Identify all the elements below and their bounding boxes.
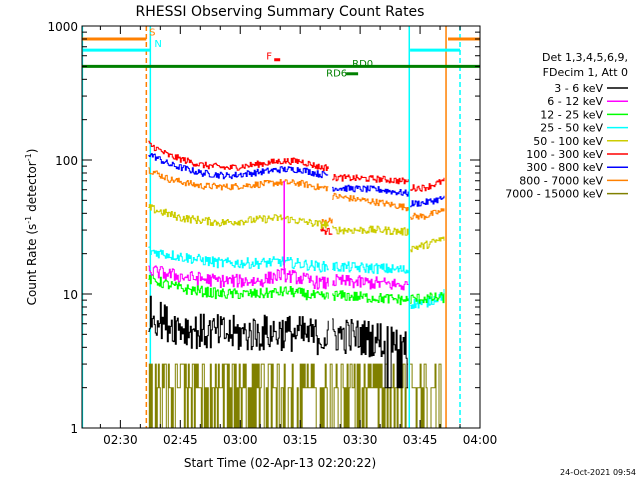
legend-header-line-1: Det 1,3,4,5,6,9,: [542, 51, 628, 64]
series-4-segment-1: [332, 225, 409, 236]
x-tick-label-5: 03:45: [403, 433, 438, 447]
series-6: [148, 153, 445, 208]
x-tick-label-0: 02:30: [103, 433, 138, 447]
series-7-segment-0: [148, 167, 329, 192]
legend: Det 1,3,4,5,6,9, FDecim 1, Att 0 3 - 6 k…: [505, 51, 628, 201]
series-3-segment-0: [148, 246, 329, 273]
legend-label-4: 50 - 100 keV: [533, 135, 603, 148]
legend-header-line-2: FDecim 1, Att 0: [543, 66, 628, 79]
x-tick-label-6: 04:00: [463, 433, 498, 447]
series-2: [148, 274, 445, 306]
y-axis-label-main: Count Rate (s: [25, 224, 39, 306]
series-3: [148, 246, 445, 309]
flag-label-2: F: [266, 52, 272, 63]
series-3-segment-1: [332, 261, 409, 275]
legend-label-3: 25 - 50 keV: [540, 122, 603, 135]
y-tick-label-2: 100: [55, 154, 78, 168]
legend-label-8: 7000 - 15000 keV: [505, 188, 603, 201]
series-0-segment-0: [148, 295, 329, 356]
legend-label-1: 6 - 12 keV: [547, 95, 603, 108]
series-0-segment-1: [332, 318, 409, 389]
plot-area: SN F RD0 RD6: [81, 26, 480, 429]
series-1-segment-1: [332, 274, 409, 291]
series-7-segment-3: [410, 208, 445, 220]
y-axis-label-mid: detector: [25, 161, 39, 216]
y-tick-label-3: 1000: [47, 20, 78, 34]
series-8-segment-0: [148, 363, 409, 429]
series-6-segment-1: [332, 184, 409, 197]
y-axis-label: Count Rate (s-1 detector-1): [24, 149, 39, 306]
y-axis-label-end: ): [25, 149, 39, 154]
series-2-segment-2: [410, 292, 445, 304]
x-tick-label-1: 02:45: [163, 433, 198, 447]
legend-label-2: 12 - 25 keV: [540, 108, 603, 121]
flag-label-3: RD0: [352, 59, 373, 70]
series-0: [148, 295, 409, 389]
series-7-segment-2: [332, 192, 409, 212]
chart-title: RHESSI Observing Summary Count Rates: [136, 4, 425, 20]
series-5: [148, 140, 445, 235]
legend-label-6: 300 - 800 keV: [526, 161, 603, 174]
series-6-segment-2: [410, 195, 445, 208]
series-5-segment-2: [332, 174, 409, 185]
x-axis-label: Start Time (02-Apr-13 02:20:22): [184, 456, 376, 470]
y-axis-label-sup2: -1: [24, 153, 33, 161]
series-2-segment-0: [148, 274, 329, 301]
series-8-segment-1: [410, 363, 444, 429]
series-1-segment-0: [148, 265, 329, 290]
plot-frame: [81, 25, 481, 429]
x-tick-label-2: 03:00: [223, 433, 258, 447]
flag-label-0: S: [149, 27, 155, 38]
y-axis: 1 10 100 1000: [47, 20, 480, 436]
legend-label-7: 800 - 7000 keV: [519, 174, 603, 187]
flag-label-1: N: [154, 39, 161, 50]
x-axis: 02:30 02:45 03:00 03:15 03:30 03:45 04:00: [99, 26, 498, 447]
y-tick-label-1: 10: [63, 288, 78, 302]
series-2-segment-1: [332, 290, 409, 306]
series-4-segment-2: [410, 236, 445, 253]
x-tick-label-4: 03:30: [343, 433, 378, 447]
series-4: [148, 204, 445, 253]
x-tick-label-3: 03:15: [283, 433, 318, 447]
flag-label-4: RD6: [326, 68, 347, 79]
series-1: [148, 265, 409, 291]
series-5-segment-3: [410, 177, 445, 192]
series-5-segment-0: [148, 140, 329, 171]
legend-label-5: 100 - 300 keV: [526, 148, 603, 161]
timestamp: 24-Oct-2021 09:54: [560, 468, 636, 477]
y-tick-label-0: 1: [70, 422, 78, 436]
series-7: [148, 167, 445, 225]
series-3-segment-2: [410, 289, 445, 309]
series-4-segment-0: [148, 204, 329, 229]
legend-label-0: 3 - 6 keV: [554, 82, 603, 95]
y-axis-label-sup1: -1: [24, 216, 33, 224]
series-6-segment-0: [148, 153, 329, 180]
